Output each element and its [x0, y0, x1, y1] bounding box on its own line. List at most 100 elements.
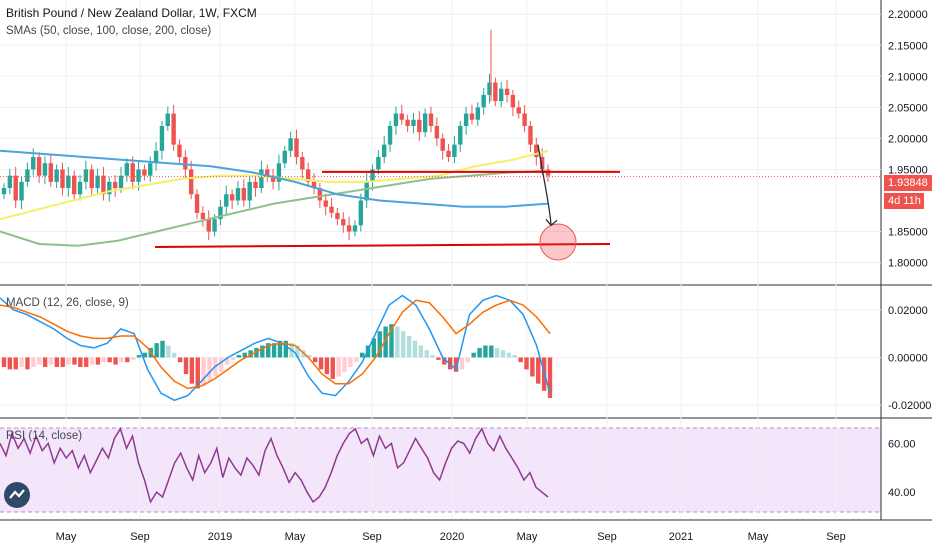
- price-axis[interactable]: 2.20000 2.15000 2.10000 2.05000 2.00000 1.950…: [888, 9, 931, 499]
- candle-body: [247, 181, 252, 201]
- macd-histogram-bar: [219, 357, 224, 372]
- time-tick-label: May: [285, 531, 306, 543]
- macd-histogram-bar: [1, 357, 7, 367]
- macd-histogram-bar: [177, 357, 183, 363]
- candle-body: [305, 169, 311, 182]
- price-tick-label: 1.80000: [888, 258, 928, 270]
- candle-body: [346, 225, 352, 232]
- candle-body: [118, 175, 124, 189]
- macd-histogram-bar: [125, 357, 130, 363]
- candle-body: [153, 150, 159, 164]
- macd-histogram-bar: [160, 340, 165, 358]
- macd-histogram-bar: [242, 352, 247, 358]
- candle-body: [235, 188, 241, 201]
- price-tick-label: 1.85000: [888, 227, 928, 239]
- candle-body: [194, 194, 200, 213]
- candle-body: [422, 113, 428, 133]
- candle-body: [493, 82, 498, 102]
- candle-body: [107, 181, 112, 195]
- macd-histogram-bar: [195, 357, 200, 389]
- candle-body: [458, 125, 463, 145]
- macd-histogram-bar: [89, 357, 95, 365]
- macd-histogram-bar: [183, 357, 189, 375]
- candle-body: [253, 181, 258, 189]
- macd-histogram-bar: [348, 357, 353, 367]
- macd-histogram-bar: [142, 352, 148, 358]
- macd-histogram-bar: [412, 340, 418, 358]
- candle-body: [229, 194, 235, 201]
- macd-histogram-bar: [524, 357, 529, 370]
- macd-histogram-bar: [78, 357, 83, 367]
- candle-body: [364, 181, 369, 201]
- macd-histogram-bar: [95, 357, 101, 365]
- macd-histogram-bar: [130, 357, 136, 360]
- candle-body: [66, 175, 71, 189]
- rsi-tick-label: 40.00: [888, 487, 916, 499]
- macd-histogram-bar: [283, 340, 289, 358]
- macd-histogram-bar: [60, 357, 65, 367]
- macd-histogram-bar: [506, 352, 512, 358]
- tradingview-logo[interactable]: [4, 482, 30, 508]
- candle-body: [42, 163, 48, 176]
- candle-body: [440, 138, 445, 151]
- candle-body: [130, 163, 135, 182]
- candle-body: [341, 219, 346, 226]
- macd-histogram-bar: [389, 324, 394, 358]
- macd-histogram-bar: [230, 357, 236, 360]
- candle-body: [276, 163, 282, 182]
- candle-body: [300, 157, 305, 170]
- time-axis[interactable]: May Sep 2019 May Sep 2020 May Sep 2021 May Sep: [56, 531, 846, 543]
- macd-histogram-bar: [25, 357, 30, 370]
- macd-histogram-bar: [154, 343, 159, 358]
- rsi-legend[interactable]: RSI (14, close): [6, 430, 83, 442]
- candle-body: [165, 113, 170, 126]
- sma-legend[interactable]: SMAs (50, close, 100, close, 200, close): [6, 25, 212, 37]
- candle-body: [54, 169, 59, 182]
- candle-body: [77, 181, 83, 195]
- macd-histogram-bar: [277, 340, 283, 358]
- candle-body: [159, 125, 165, 151]
- time-tick-label: May: [517, 531, 538, 543]
- candle-body: [516, 107, 521, 114]
- macd-histogram-bar: [37, 357, 42, 365]
- candle-body: [25, 169, 30, 182]
- macd-histogram-bar: [224, 357, 230, 365]
- macd-histogram-bar: [465, 357, 471, 363]
- macd-histogram-bar: [371, 338, 377, 358]
- macd-histogram-bar: [418, 345, 424, 358]
- macd-histogram-bar: [54, 357, 60, 367]
- price-tick-label: 2.20000: [888, 9, 928, 21]
- candle-body: [382, 144, 387, 158]
- target-arrow-head: [545, 218, 558, 227]
- time-tick-label: May: [748, 531, 769, 543]
- time-tick-label: 2019: [208, 531, 232, 543]
- candle-body: [335, 212, 340, 220]
- macd-pane: [0, 294, 553, 402]
- candle-body: [142, 169, 147, 176]
- candle-body: [200, 212, 206, 220]
- macd-legend[interactable]: MACD (12, 26, close, 9): [6, 297, 129, 309]
- macd-histogram-bar: [424, 350, 429, 358]
- macd-histogram-bar: [83, 357, 89, 367]
- macd-histogram-bar: [359, 352, 365, 358]
- macd-histogram-bar: [494, 347, 500, 358]
- macd-histogram-bar: [265, 343, 271, 358]
- time-tick-label: Sep: [130, 531, 150, 543]
- macd-histogram-bar: [119, 357, 124, 363]
- macd-histogram-bar: [453, 357, 459, 372]
- candle-body: [270, 175, 276, 182]
- target-arrow: [537, 144, 552, 226]
- rsi-pane: [0, 427, 549, 504]
- macd-histogram-bar: [401, 331, 406, 358]
- candle-body: [7, 175, 13, 189]
- candle-body: [469, 113, 475, 120]
- macd-histogram-bar: [518, 357, 523, 363]
- last-price-tag: 1.93848: [884, 175, 932, 191]
- macd-histogram-bar: [166, 345, 171, 358]
- macd-histogram-bar: [512, 355, 517, 358]
- candle-body: [95, 175, 100, 189]
- macd-histogram-bar: [136, 355, 142, 358]
- candle-body: [446, 150, 451, 158]
- candle-body: [71, 175, 77, 195]
